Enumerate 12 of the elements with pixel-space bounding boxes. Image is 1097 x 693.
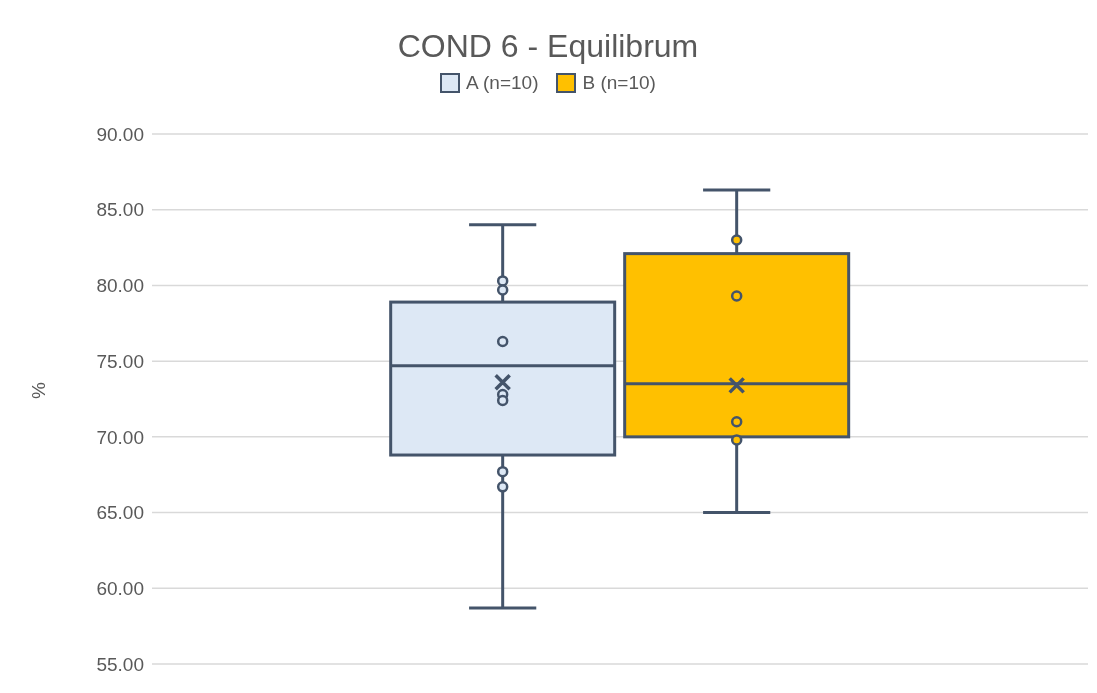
y-tick-label: 75.00 <box>96 350 144 372</box>
y-tick-label: 65.00 <box>96 502 144 524</box>
y-tick-label: 85.00 <box>96 199 144 221</box>
y-tick-label: 60.00 <box>96 578 144 600</box>
y-tick-label: 70.00 <box>96 426 144 448</box>
y-tick-label: 90.00 <box>96 123 144 145</box>
legend-label: A (n=10) <box>466 72 539 94</box>
y-tick-label: 80.00 <box>96 275 144 297</box>
y-axis-title: % <box>27 382 49 399</box>
chart-title: COND 6 - Equilibrum <box>396 28 700 66</box>
y-tick-label: 55.00 <box>96 653 144 675</box>
legend-label: B (n=10) <box>582 72 656 94</box>
